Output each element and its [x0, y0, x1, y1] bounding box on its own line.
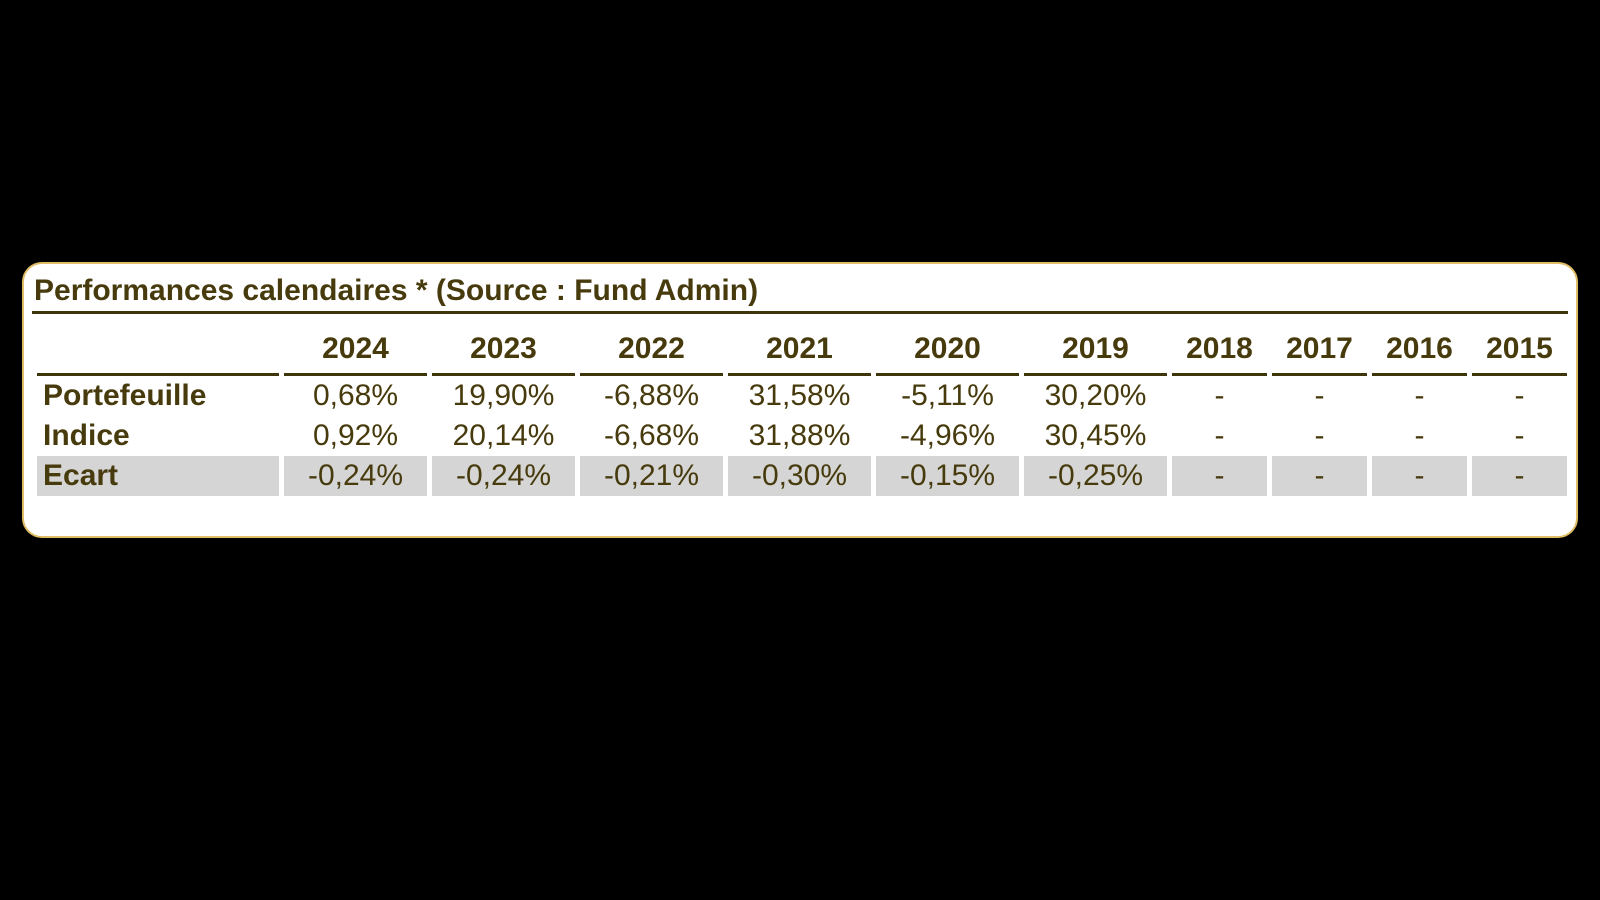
value-cell: -0,30%: [728, 456, 871, 496]
value-cell: -: [1314, 419, 1325, 452]
value-cell: 31,88%: [748, 419, 851, 452]
value-cell: -: [1214, 379, 1225, 412]
value-cell: -: [1414, 379, 1425, 412]
row-label-indice: Indice: [43, 419, 130, 452]
value-cell: -6,68%: [603, 419, 700, 452]
col-header-2021: 2021: [728, 330, 871, 376]
panel-title: Performances calendaires * (Source : Fun…: [32, 264, 1568, 314]
value-cell: 19,90%: [452, 379, 555, 412]
value-cell: 0,92%: [312, 419, 399, 452]
value-cell: 30,45%: [1044, 419, 1147, 452]
value-cell: -: [1472, 456, 1567, 496]
value-cell: 31,58%: [748, 379, 851, 412]
value-cell: 0,68%: [312, 379, 399, 412]
value-cell: 30,20%: [1044, 379, 1147, 412]
table-row-indice: Indice 0,92% 20,14% -6,68% 31,88% -4,96%…: [37, 416, 1567, 456]
value-cell: -0,24%: [284, 456, 427, 496]
table-row-ecart: Ecart -0,24% -0,24% -0,21% -0,30% -0,15%…: [37, 456, 1567, 496]
value-cell: -4,96%: [899, 419, 996, 452]
value-cell: -: [1514, 379, 1525, 412]
value-cell: -: [1514, 419, 1525, 452]
value-cell: -0,25%: [1024, 456, 1167, 496]
value-cell: -: [1172, 456, 1267, 496]
empty-corner-header: [37, 330, 279, 376]
col-header-2024: 2024: [284, 330, 427, 376]
col-header-2017: 2017: [1272, 330, 1367, 376]
value-cell: -0,15%: [876, 456, 1019, 496]
col-header-2019: 2019: [1024, 330, 1167, 376]
col-header-2020: 2020: [876, 330, 1019, 376]
performance-table-panel: Performances calendaires * (Source : Fun…: [22, 262, 1578, 538]
table-row-portefeuille: Portefeuille 0,68% 19,90% -6,88% 31,58% …: [37, 376, 1567, 416]
value-cell: -0,21%: [580, 456, 723, 496]
col-header-2015: 2015: [1472, 330, 1567, 376]
col-header-2022: 2022: [580, 330, 723, 376]
col-header-2018: 2018: [1172, 330, 1267, 376]
value-cell: -: [1372, 456, 1467, 496]
value-cell: 20,14%: [452, 419, 555, 452]
value-cell: -5,11%: [901, 379, 994, 412]
row-label-ecart: Ecart: [37, 456, 279, 496]
value-cell: -0,24%: [432, 456, 575, 496]
header-row: 2024 2023 2022 2021 2020 2019 2018 2017 …: [37, 330, 1567, 376]
value-cell: -6,88%: [603, 379, 700, 412]
col-header-2023: 2023: [432, 330, 575, 376]
calendar-performance-table: 2024 2023 2022 2021 2020 2019 2018 2017 …: [32, 330, 1572, 496]
value-cell: -: [1272, 456, 1367, 496]
value-cell: -: [1414, 419, 1425, 452]
value-cell: -: [1214, 419, 1225, 452]
col-header-2016: 2016: [1372, 330, 1467, 376]
value-cell: -: [1314, 379, 1325, 412]
row-label-portefeuille: Portefeuille: [43, 379, 207, 412]
